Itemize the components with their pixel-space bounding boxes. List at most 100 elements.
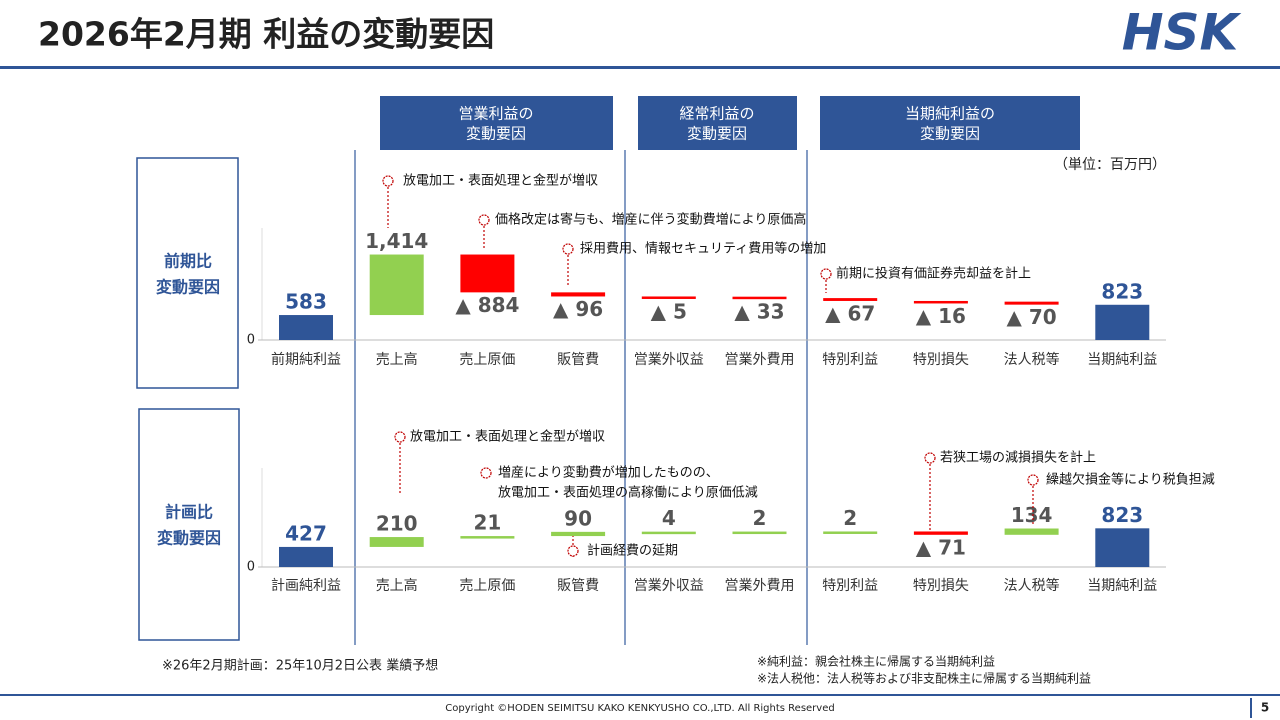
x-tick-label: 当期純利益 xyxy=(1087,352,1157,368)
data-label: 2 xyxy=(843,506,857,530)
header-text: 変動要因 xyxy=(920,125,980,143)
x-tick-label: 営業外費用 xyxy=(725,578,795,594)
copyright: Copyright ©HODEN SEIMITSU KAKO KENKYUSHO… xyxy=(445,703,834,714)
bar xyxy=(641,531,696,535)
data-label: 583 xyxy=(285,290,327,314)
bar xyxy=(1095,304,1150,340)
x-tick-label: 売上原価 xyxy=(459,352,515,368)
note: ※26年2月期計画：25年10月2日公表 業績予想 xyxy=(162,658,438,674)
data-label: ▲ 71 xyxy=(916,535,966,559)
x-tick-label: 営業外収益 xyxy=(634,578,704,594)
bar xyxy=(913,300,968,304)
data-label: 427 xyxy=(285,521,327,545)
header-text: 営業利益の xyxy=(458,105,533,123)
x-tick-label: 販管費 xyxy=(557,578,599,594)
bar xyxy=(913,531,968,535)
data-label: 90 xyxy=(564,506,592,530)
x-tick-label: 特別利益 xyxy=(822,352,878,368)
annotation: 放電加工・表面処理の高稼働により原価低減 xyxy=(498,485,758,501)
header-box xyxy=(638,96,797,150)
unit: （単位：百万円） xyxy=(1054,157,1166,173)
data-label: ▲ 16 xyxy=(916,304,966,328)
x-tick-label: 営業外収益 xyxy=(634,352,704,368)
x-tick-label: 法人税等 xyxy=(1004,351,1060,368)
annotation: 放電加工・表面処理と金型が増収 xyxy=(403,173,598,189)
header-text: 変動要因 xyxy=(687,125,747,143)
annotation-icon xyxy=(567,545,579,557)
data-label: ▲ 33 xyxy=(734,300,784,324)
slide-title: 2026年2月期 利益の変動要因 xyxy=(38,15,494,54)
bar xyxy=(1004,301,1059,305)
bar xyxy=(369,254,424,316)
row-box xyxy=(138,408,240,641)
row-box xyxy=(136,157,239,389)
data-label: 823 xyxy=(1101,279,1143,303)
data-label: 210 xyxy=(376,512,418,536)
x-tick-label: 特別利益 xyxy=(822,578,878,594)
y-tick-label: 0 xyxy=(247,560,255,575)
page-number: 5 xyxy=(1261,701,1269,715)
x-tick-label: 売上高 xyxy=(376,351,418,368)
x-tick-label: 特別損失 xyxy=(913,578,969,594)
bar xyxy=(732,531,787,535)
annotation-icon xyxy=(820,268,832,280)
row-label: 計画比 xyxy=(165,503,213,522)
note: ※純利益：親会社株主に帰属する当期純利益 xyxy=(757,654,995,669)
bar xyxy=(460,536,515,539)
data-label: ▲ 96 xyxy=(553,297,603,321)
x-tick-label: 販管費 xyxy=(557,352,599,368)
x-tick-label: 法人税等 xyxy=(1004,577,1060,594)
logo: HSK xyxy=(1122,4,1242,62)
bar xyxy=(369,537,424,547)
annotation: 採用費用、情報セキュリティ費用等の増加 xyxy=(580,241,826,257)
data-label: ▲ 67 xyxy=(825,301,875,325)
bar xyxy=(460,254,515,293)
bar xyxy=(279,315,333,340)
data-label: ▲ 884 xyxy=(455,293,519,317)
x-tick-label: 前期純利益 xyxy=(271,351,341,368)
data-label: 21 xyxy=(473,511,501,535)
bar xyxy=(1095,528,1150,567)
x-tick-label: 売上高 xyxy=(376,577,418,594)
annotation-icon xyxy=(562,243,574,255)
row-label: 前期比 xyxy=(164,252,212,271)
annotation: 放電加工・表面処理と金型が増収 xyxy=(410,429,605,445)
annotation: 若狭工場の減損損失を計上 xyxy=(940,450,1096,466)
annotation-icon xyxy=(480,467,492,479)
y-tick-label: 0 xyxy=(247,333,255,348)
annotation-icon xyxy=(394,431,406,443)
header-text: 経常利益の xyxy=(679,105,754,123)
annotation: 価格改定は寄与も、増産に伴う変動費増により原価高 xyxy=(495,212,806,228)
header-box xyxy=(380,96,613,150)
title-rule xyxy=(0,66,1280,69)
x-tick-label: 当期純利益 xyxy=(1087,578,1157,594)
row-label: 変動要因 xyxy=(156,278,220,297)
header-text: 当期純利益の xyxy=(905,105,995,123)
data-label: 1,414 xyxy=(365,229,428,253)
x-tick-label: 営業外費用 xyxy=(725,352,795,368)
row-label: 変動要因 xyxy=(157,529,221,548)
annotation: 計画経費の延期 xyxy=(587,543,678,559)
data-label: ▲ 5 xyxy=(651,299,687,323)
footer-rule xyxy=(0,694,1280,696)
data-label: ▲ 70 xyxy=(1007,305,1057,329)
annotation-icon xyxy=(382,175,394,187)
bar xyxy=(823,531,878,534)
annotation-icon xyxy=(478,214,490,226)
x-tick-label: 売上原価 xyxy=(459,578,515,594)
annotation: 増産により変動費が増加したものの、 xyxy=(498,465,719,481)
note: ※法人税他：法人税等および非支配株主に帰属する当期純利益 xyxy=(757,671,1091,686)
bar xyxy=(823,298,878,301)
bar xyxy=(1004,528,1059,535)
data-label: 2 xyxy=(753,506,767,530)
data-label: 4 xyxy=(662,506,676,530)
x-tick-label: 計画純利益 xyxy=(271,578,341,594)
annotation: 繰越欠損金等により税負担減 xyxy=(1046,472,1215,488)
annotation: 前期に投資有価証券売却益を計上 xyxy=(836,266,1031,282)
bar xyxy=(551,531,606,537)
bar xyxy=(551,292,606,297)
bar xyxy=(732,296,787,300)
header-text: 変動要因 xyxy=(466,125,526,143)
bar xyxy=(279,546,333,567)
